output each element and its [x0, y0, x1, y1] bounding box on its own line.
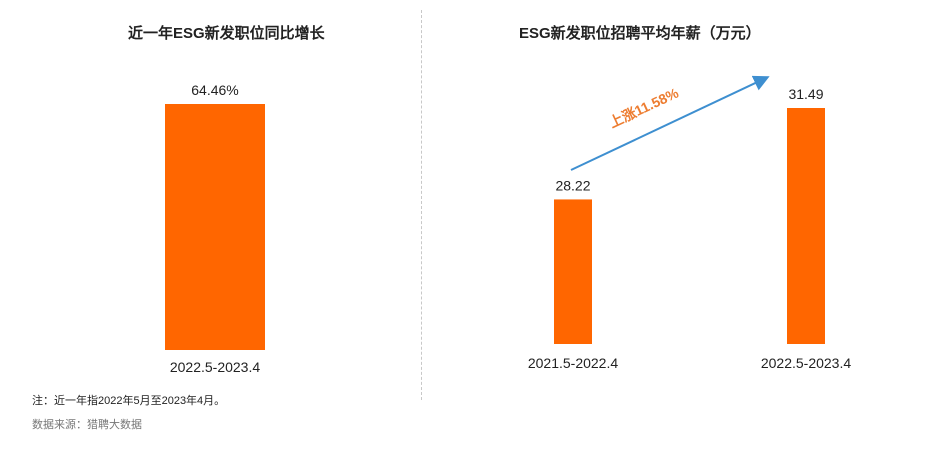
- x-tick-label-1: 2021.5-2022.4: [528, 355, 619, 371]
- bar-2: [787, 108, 825, 344]
- x-tick-label-1: 2022.5-2023.4: [170, 359, 261, 375]
- data-label-2: 31.49: [788, 86, 823, 102]
- panel-divider: [421, 10, 422, 400]
- growth-arrow: [570, 75, 770, 171]
- data-label-1: 64.46%: [191, 82, 238, 98]
- x-tick-label-2: 2022.5-2023.4: [761, 355, 852, 371]
- data-label-1: 28.22: [555, 177, 590, 193]
- bar-1: [554, 199, 592, 344]
- chart2-title: ESG新发职位招聘平均年薪（万元）: [519, 25, 761, 42]
- chart1-title: 近一年ESG新发职位同比增长: [128, 25, 325, 42]
- footnote: 注：近一年指2022年5月至2023年4月。: [32, 395, 226, 407]
- bar-1: [165, 104, 265, 350]
- data-source: 数据来源：猎聘大数据: [32, 419, 142, 431]
